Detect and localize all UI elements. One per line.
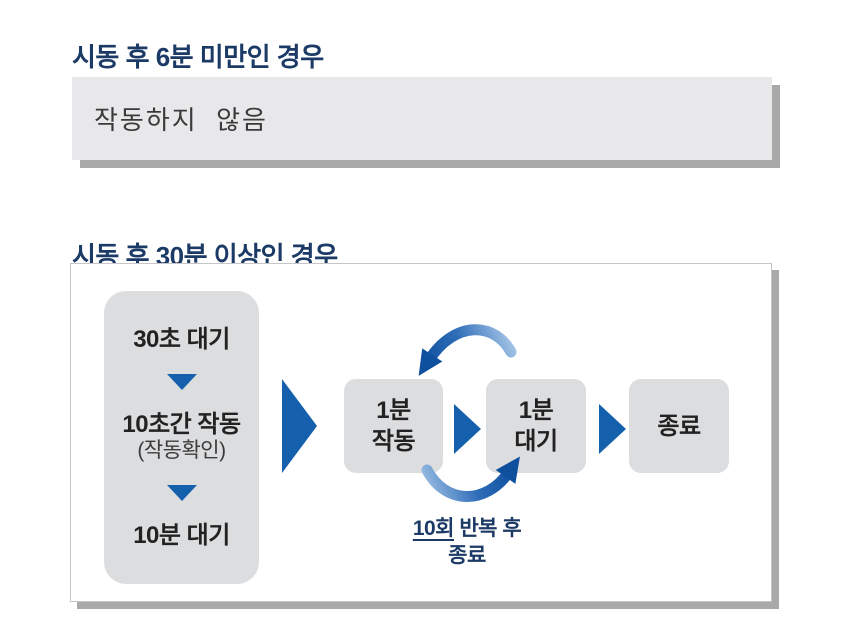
flow-diagram-panel: 30초 대기 10초간 작동 (작동확인) 10분 대기 1분 작동 1분 대기… [70, 263, 772, 602]
loop-caption-line1: 10회 반복 후 [387, 515, 547, 542]
step-wait-10m: 10분 대기 [133, 522, 230, 549]
node-wait-1min-line1: 1분 [518, 397, 554, 424]
section1-title: 시동 후 6분 미만인 경우 [72, 37, 324, 74]
step-operate-10s: 10초간 작동 (작동확인) [122, 411, 241, 464]
arrow-down-icon [166, 374, 197, 390]
section1-title-text: 시동 후 6분 미만인 경우 [72, 42, 324, 73]
node-wait-1min-line2: 대기 [514, 428, 558, 455]
section2-title: 시동 후 30분 이상인 경우 [72, 236, 338, 273]
node-operate-1min: 1분 작동 [344, 379, 443, 473]
loop-caption: 10회 반복 후 종료 [387, 515, 547, 569]
loop-caption-count: 10회 [412, 517, 455, 540]
node-end: 종료 [629, 379, 729, 473]
node-wait-1min: 1분 대기 [486, 379, 586, 473]
no-operation-text: 작동하지 않음 [94, 105, 268, 135]
arrow-down-icon [166, 485, 197, 501]
node-end-label: 종료 [657, 412, 701, 440]
loop-caption-rest: 반복 후 [454, 517, 522, 540]
arrow-right-icon [599, 404, 626, 454]
prep-steps-box: 30초 대기 10초간 작동 (작동확인) 10분 대기 [104, 291, 259, 584]
no-operation-panel: 작동하지 않음 [72, 77, 772, 160]
step-wait-30s: 30초 대기 [133, 326, 230, 353]
step-operate-10s-line1: 10초간 작동 [122, 411, 241, 438]
node-operate-1min-line1: 1분 [376, 397, 411, 424]
step-operate-10s-note: (작동확인) [137, 439, 226, 462]
loop-caption-line2: 종료 [448, 544, 486, 567]
big-arrow-right-icon [282, 379, 317, 473]
arrow-right-icon [454, 404, 481, 454]
node-operate-1min-line2: 작동 [371, 428, 416, 455]
